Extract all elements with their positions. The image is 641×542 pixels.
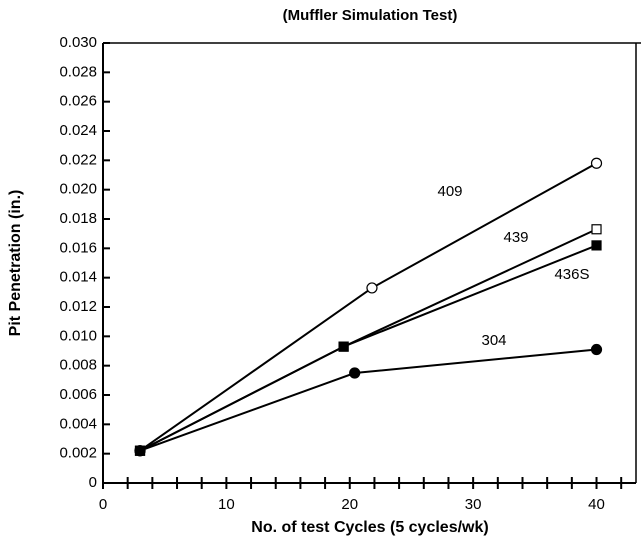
y-tick-label: 0.010 [59, 327, 97, 344]
series-line [139, 228, 597, 452]
y-tick-label: 0.024 [59, 122, 97, 139]
x-tick-label: 20 [341, 496, 358, 513]
y-tick-label: 0.018 [59, 210, 97, 227]
series-label: 439 [503, 229, 528, 246]
y-tick-label: 0.020 [59, 181, 97, 198]
x-tick-label: 0 [99, 496, 107, 513]
y-tick-label: 0.006 [59, 386, 97, 403]
y-tick-label: 0.012 [59, 298, 97, 315]
series-label: 436S [554, 266, 589, 283]
y-tick-label: 0.008 [59, 357, 97, 374]
x-tick-label: 30 [465, 496, 482, 513]
series-line [139, 244, 597, 452]
x-axis-title: No. of test Cycles (5 cycles/wk) [251, 519, 488, 536]
series-label: 304 [481, 332, 506, 349]
y-tick-label: 0.016 [59, 239, 97, 256]
y-tick-label: 0.028 [59, 63, 97, 80]
y-tick-label: 0.026 [59, 93, 97, 110]
series-line [139, 348, 597, 452]
y-tick-label: 0.030 [59, 34, 97, 51]
marker [338, 341, 349, 352]
y-tick-label: 0.002 [59, 445, 97, 462]
y-tick-label: 0.014 [59, 269, 97, 286]
marker [134, 445, 146, 457]
marker [591, 240, 602, 251]
series-label: 409 [437, 183, 462, 200]
y-tick-label: 0.022 [59, 151, 97, 168]
marker [349, 367, 361, 379]
series-line [139, 162, 598, 452]
x-tick-label: 10 [218, 496, 235, 513]
marker [591, 224, 602, 235]
y-tick-label: 0 [89, 474, 97, 491]
chart-title: (Muffler Simulation Test) [283, 7, 458, 24]
x-tick-label: 40 [588, 496, 605, 513]
y-tick-label: 0.004 [59, 415, 97, 432]
marker [366, 282, 378, 294]
marker [590, 343, 603, 356]
y-axis-title: Pit Penetration (in.) [7, 190, 24, 337]
marker [590, 157, 603, 169]
